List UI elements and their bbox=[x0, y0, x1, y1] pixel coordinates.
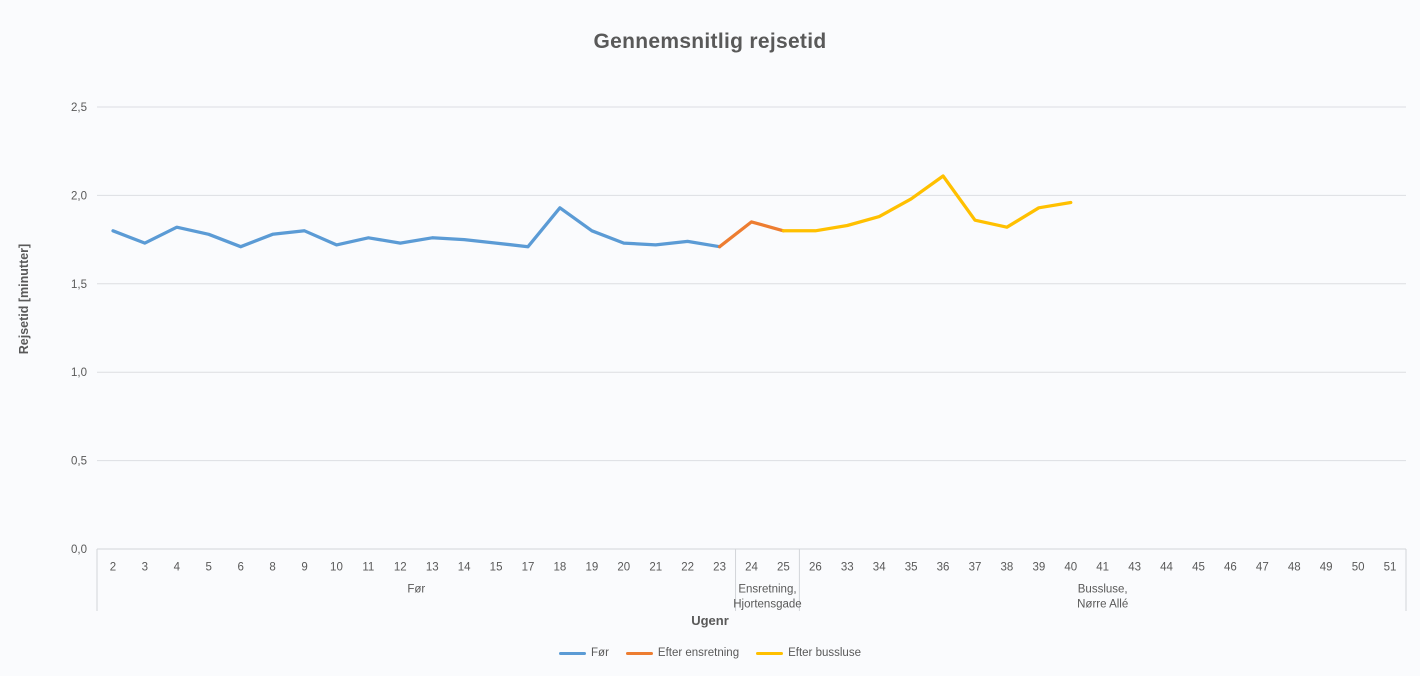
x-tick-label: 38 bbox=[1001, 562, 1014, 574]
y-tick-label: 0,0 bbox=[71, 544, 87, 556]
x-tick-label: 25 bbox=[777, 562, 790, 574]
legend-swatch bbox=[625, 651, 653, 655]
x-tick-label: 15 bbox=[490, 562, 503, 574]
legend-label: Før bbox=[591, 647, 609, 659]
legend-label: Efter ensretning bbox=[657, 647, 740, 659]
x-tick-label: 5 bbox=[206, 562, 212, 574]
y-tick-label: 1,5 bbox=[71, 279, 87, 291]
x-tick-label: 17 bbox=[522, 562, 535, 574]
x-tick-label: 2 bbox=[110, 562, 116, 574]
x-tick-label: 23 bbox=[713, 562, 726, 574]
x-tick-label: 48 bbox=[1288, 562, 1301, 574]
x-tick-label: 3 bbox=[142, 562, 148, 574]
x-tick-label: 36 bbox=[937, 562, 950, 574]
x-tick-label: 21 bbox=[649, 562, 662, 574]
group-label: Nørre Allé bbox=[1077, 599, 1128, 611]
x-tick-label: 11 bbox=[362, 562, 374, 574]
x-tick-label: 33 bbox=[841, 562, 854, 574]
series-line-efter-ensretning bbox=[717, 220, 786, 249]
x-tick-label: 41 bbox=[1096, 562, 1109, 574]
legend-item-før: Før bbox=[559, 647, 609, 659]
x-axis-title: Ugenr bbox=[691, 613, 729, 628]
y-tick-label: 0,5 bbox=[71, 456, 87, 468]
x-tick-label: 20 bbox=[617, 562, 630, 574]
x-tick-label: 37 bbox=[969, 562, 982, 574]
x-tick-label: 18 bbox=[554, 562, 567, 574]
x-tick-label: 39 bbox=[1032, 562, 1045, 574]
series-line-før bbox=[111, 206, 722, 249]
x-tick-label: 8 bbox=[269, 562, 275, 574]
legend-item-efter-bussluse: Efter bussluse bbox=[756, 647, 861, 659]
x-tick-label: 46 bbox=[1224, 562, 1237, 574]
x-tick-label: 14 bbox=[458, 562, 471, 574]
y-tick-label: 2,0 bbox=[71, 190, 87, 202]
x-tick-label: 35 bbox=[905, 562, 918, 574]
x-tick-label: 19 bbox=[585, 562, 598, 574]
x-tick-label: 45 bbox=[1192, 562, 1205, 574]
x-tick-label: 4 bbox=[174, 562, 181, 574]
x-tick-label: 40 bbox=[1064, 562, 1077, 574]
group-label: Hjortensgade bbox=[733, 599, 801, 611]
x-tick-label: 51 bbox=[1384, 562, 1397, 574]
group-label: Ensretning, bbox=[738, 584, 796, 596]
legend-swatch bbox=[756, 651, 784, 655]
x-tick-label: 10 bbox=[330, 562, 343, 574]
x-tick-label: 49 bbox=[1320, 562, 1333, 574]
legend: Før Efter ensretning Efter bussluse bbox=[0, 647, 1420, 659]
x-tick-label: 9 bbox=[301, 562, 307, 574]
x-tick-label: 24 bbox=[745, 562, 758, 574]
x-tick-label: 43 bbox=[1128, 562, 1141, 574]
x-tick-label: 34 bbox=[873, 562, 886, 574]
x-tick-label: 47 bbox=[1256, 562, 1269, 574]
x-tick-label: 13 bbox=[426, 562, 439, 574]
legend-swatch bbox=[559, 651, 587, 655]
y-tick-label: 1,0 bbox=[71, 367, 87, 379]
x-tick-label: 50 bbox=[1352, 562, 1365, 574]
group-label: Før bbox=[407, 584, 425, 596]
chart-title: Gennemsnitlig rejsetid bbox=[593, 30, 827, 53]
group-label: Bussluse, bbox=[1078, 584, 1128, 596]
x-tick-label: 44 bbox=[1160, 562, 1173, 574]
x-tick-label: 22 bbox=[681, 562, 694, 574]
y-tick-label: 2,5 bbox=[71, 102, 87, 114]
x-tick-label: 12 bbox=[394, 562, 407, 574]
x-tick-label: 6 bbox=[237, 562, 243, 574]
legend-label: Efter bussluse bbox=[788, 647, 861, 659]
series-line-efter-bussluse bbox=[781, 174, 1073, 233]
x-tick-label: 26 bbox=[809, 562, 822, 574]
legend-item-efter-ensretning: Efter ensretning bbox=[625, 647, 740, 659]
